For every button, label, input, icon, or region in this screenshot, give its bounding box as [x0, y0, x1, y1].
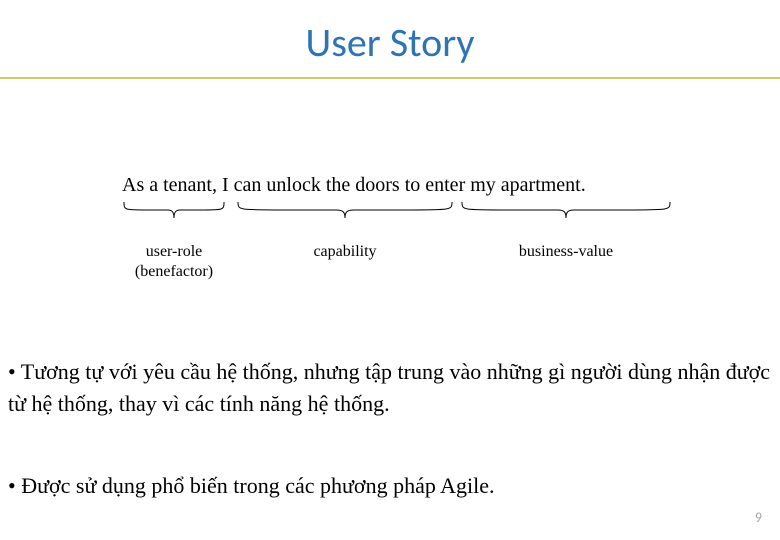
- label-business-value: business-value: [460, 242, 672, 262]
- bullet-2: • Được sử dụng phổ biến trong các phương…: [8, 470, 772, 502]
- brace-user-role: [122, 200, 226, 222]
- slide-title: User Story: [0, 0, 780, 77]
- label-user-role-line1: user-role: [122, 242, 226, 262]
- title-underline: [0, 77, 780, 79]
- page-number: 9: [755, 509, 762, 526]
- label-user-role: user-role (benefactor): [122, 242, 226, 282]
- brace-capability: [236, 200, 454, 222]
- brace-business-value: [460, 200, 672, 222]
- bullet-1: • Tương tự với yêu cầu hệ thống, nhưng t…: [8, 356, 772, 420]
- label-user-role-line2: (benefactor): [122, 262, 226, 282]
- user-story-sentence: As a tenant, I can unlock the doors to e…: [122, 174, 682, 197]
- label-capability: capability: [236, 242, 454, 262]
